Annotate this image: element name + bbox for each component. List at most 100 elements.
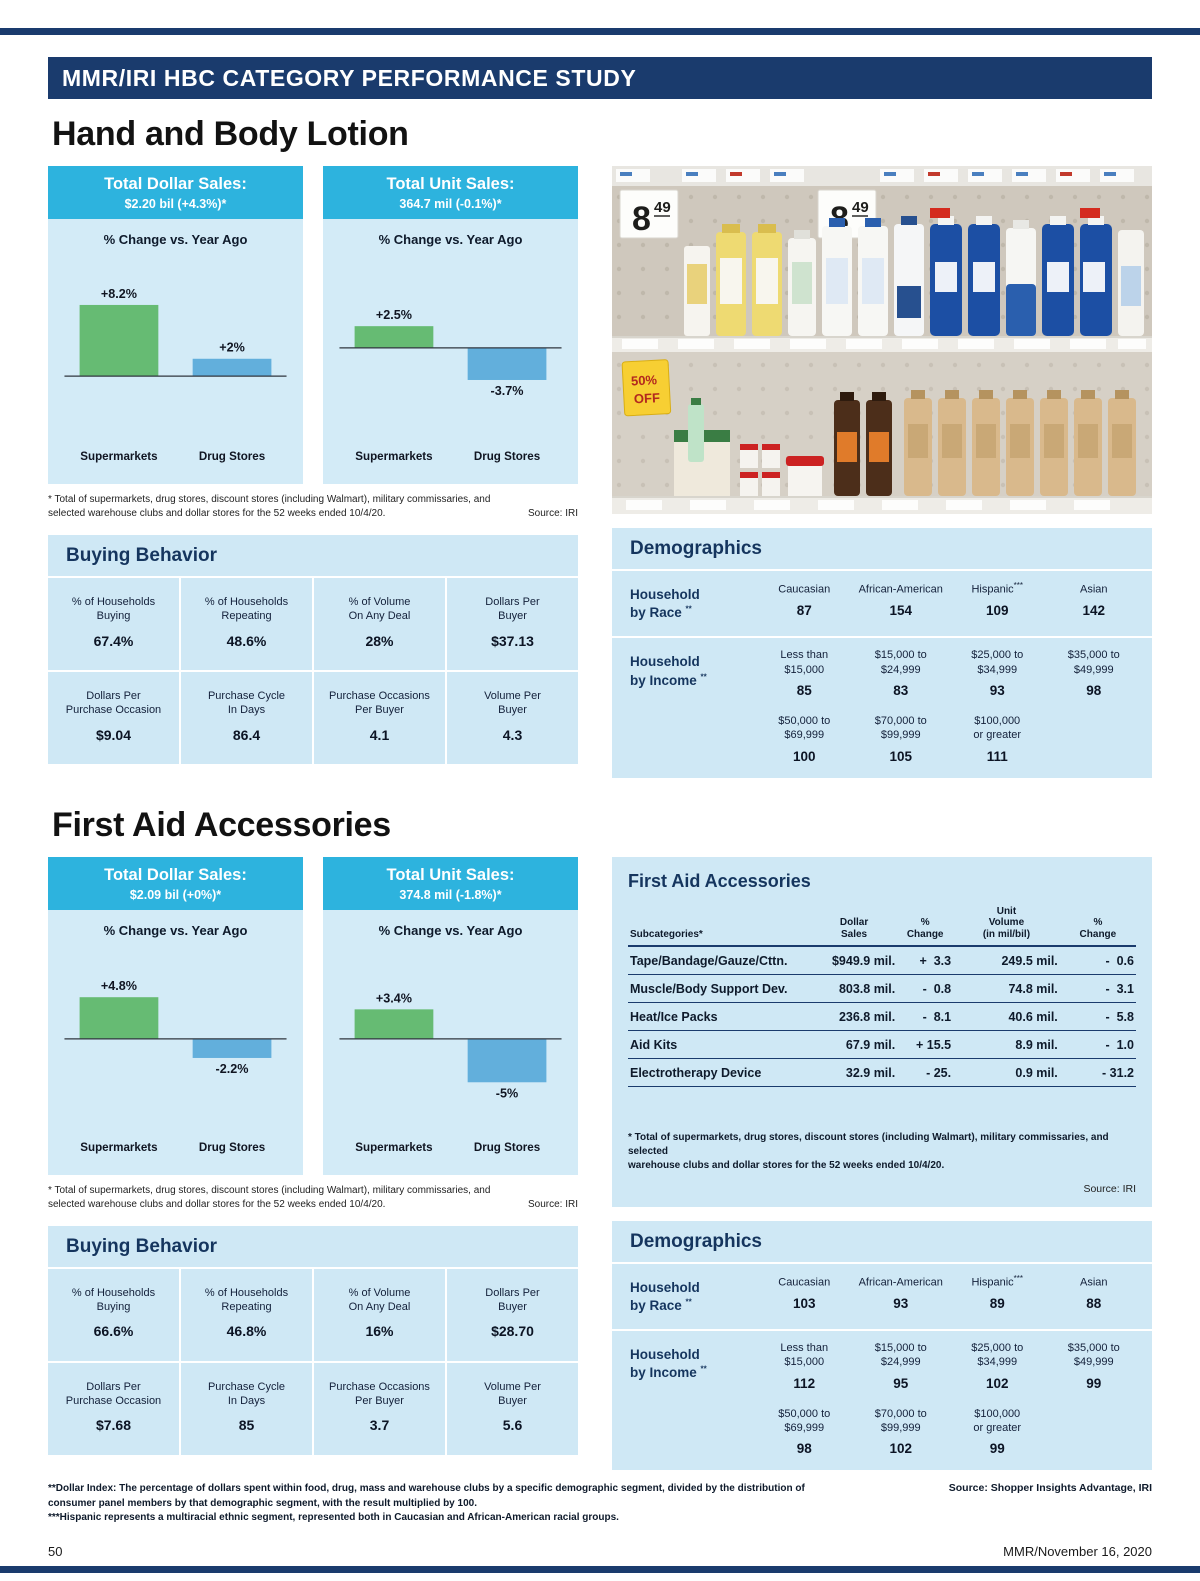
- stat-label-line: Purchase Occasion: [65, 704, 162, 717]
- card-subtitle: 364.7 mil (-0.1%)*: [399, 197, 502, 211]
- row-label-line: Household: [630, 654, 700, 670]
- stat-label: Purchase Occasions Per Buyer: [318, 689, 441, 718]
- unit-change-value: - 1.0: [1059, 1030, 1136, 1060]
- svg-text:50%: 50%: [631, 372, 658, 388]
- stat-value: 3.7: [369, 1417, 390, 1434]
- footnote-block: **Dollar Index: The percentage of dollar…: [48, 1482, 818, 1526]
- demographic-label: $25,000 to $34,999: [971, 649, 1024, 676]
- shelf-board-bottom: [612, 496, 1152, 514]
- demographic-label: Less than $15,000: [780, 1342, 829, 1369]
- demographic-value: 98: [1086, 683, 1102, 699]
- row-label-line: by Income: [630, 672, 697, 688]
- chart-title: % Change vs. Year Ago: [103, 922, 248, 938]
- card-subtitle: $2.09 bil (+0%)*: [129, 887, 222, 902]
- dollar-change-value: - 0.8: [897, 974, 954, 1004]
- lotion-row: Total Dollar Sales: $2.20 bil (+4.3%)* %…: [48, 166, 1152, 778]
- demographic-value: 111: [986, 748, 1008, 764]
- demographic-item: African-American 93: [853, 1274, 950, 1310]
- stat-label-line: Per Buyer: [355, 1394, 404, 1407]
- first-aid-demographics-panel: Demographics Household by Race ** Caucas…: [612, 1220, 1152, 1471]
- bottom-footnotes: **Dollar Index: The percentage of dollar…: [48, 1482, 1152, 1526]
- svg-text:49: 49: [852, 199, 869, 216]
- demographic-value: 102: [889, 1441, 913, 1457]
- card-title: Total Unit Sales:: [386, 865, 515, 884]
- svg-text:+4.8%: +4.8%: [101, 979, 137, 993]
- stat-cell: Purchase Occasions Per Buyer 4.1: [314, 672, 445, 764]
- unit-volume-value: 249.5 mil.: [953, 946, 1060, 976]
- divider: [612, 1329, 1152, 1332]
- stat-cell: % of Volume On Any Deal 28%: [314, 578, 445, 670]
- chart-title: % Change vs. Year Ago: [378, 922, 523, 938]
- column-header: Unit Volume (in mil/bil): [953, 903, 1060, 948]
- stat-label: Dollars Per Purchase Occasion: [52, 689, 175, 718]
- first-aid-dollar-bar-chart: +4.8% -2.2% Supermarkets Drug Stores: [48, 946, 303, 1160]
- footnote-source: Source: IRI: [527, 508, 578, 519]
- stat-label-line: % of Volume: [348, 596, 411, 608]
- first-aid-unit-sales-card: Total Unit Sales: 374.8 mil (-1.8%)* % C…: [323, 856, 578, 1175]
- column-header: % Change: [897, 903, 954, 948]
- stat-label: % of Households Buying: [52, 595, 175, 624]
- demographic-item: $15,000 to $24,999 83: [853, 648, 950, 698]
- demographic-label: $70,000 to $99,999: [874, 715, 927, 742]
- demographic-label: $50,000 to $69,999: [778, 715, 831, 742]
- stat-label: Volume Per Buyer: [451, 1380, 574, 1409]
- first-aid-buying-behavior-panel: Buying Behavior % of Households Buying 66…: [48, 1225, 578, 1455]
- first-aid-left-column: Total Dollar Sales: $2.09 bil (+0%)* % C…: [48, 856, 578, 1455]
- first-aid-dollar-sales-card: Total Dollar Sales: $2.09 bil (+0%)* % C…: [48, 856, 303, 1175]
- stat-label: Purchase Occasions Per Buyer: [318, 1380, 441, 1409]
- card-title: Total Unit Sales:: [386, 175, 515, 193]
- demographic-item: Hispanic*** 109: [949, 581, 1046, 618]
- demographic-label: Hispanic***: [971, 581, 1024, 596]
- income-section: Household by Income ** Less than $15,000 …: [612, 638, 1152, 777]
- demographic-item: Asian 142: [1046, 581, 1143, 618]
- card-header: Total Dollar Sales: $2.09 bil (+0%)*: [48, 856, 303, 910]
- demographic-value: 93: [989, 683, 1005, 699]
- dollar-sales-value: 236.8 mil.: [810, 1002, 898, 1032]
- lotion-dollar-bar-chart: +8.2% +2% Supermarkets Drug Stores: [48, 255, 303, 469]
- table-footnote: * Total of supermarkets, drug stores, di…: [628, 1131, 1109, 1171]
- demographic-label: $70,000 to $99,999: [874, 1407, 927, 1434]
- demographic-label: Hispanic***: [971, 1273, 1024, 1289]
- demographic-row-label: Household by Income **: [630, 648, 756, 689]
- demographic-item: $50,000 to $69,999 100: [756, 714, 853, 764]
- column-header: Subcategories*: [628, 903, 811, 948]
- race-section: Household by Race ** Caucasian 103 Afric…: [612, 1264, 1152, 1329]
- table-source: Source: IRI: [1083, 1182, 1136, 1195]
- footnote-text: * Total of supermarkets, drug stores, di…: [48, 1184, 491, 1210]
- unit-change-value: - 5.8: [1059, 1002, 1136, 1032]
- stat-label-line: Purchase Occasions: [329, 1380, 430, 1393]
- lotion-footnote: * Total of supermarkets, drug stores, di…: [48, 493, 578, 521]
- divider: [612, 636, 1152, 639]
- demographic-item: Caucasian 103: [756, 1274, 853, 1310]
- study-header-bar: MMR/IRI HBC CATEGORY PERFORMANCE STUDY: [48, 57, 1152, 99]
- stat-label: Purchase Cycle In Days: [185, 1380, 308, 1409]
- dollar-change-value: - 8.1: [897, 1002, 954, 1032]
- svg-text:-2.2%: -2.2%: [216, 1062, 249, 1076]
- table-row: Tape/Bandage/Gauze/Cttn. $949.9 mil. + 3…: [628, 946, 1136, 976]
- demographic-label: $100,000 or greater: [973, 715, 1022, 742]
- stat-label-line: % of Households: [204, 1286, 289, 1299]
- dollar-change-value: + 3.3: [897, 946, 954, 976]
- race-section: Household by Race ** Caucasian 87 Africa…: [612, 571, 1152, 636]
- dollar-sales-value: 67.9 mil.: [810, 1030, 898, 1060]
- shelf-board-top: [612, 336, 1152, 352]
- first-aid-footnote: * Total of supermarkets, drug stores, di…: [48, 1184, 578, 1212]
- stat-label-line: Dollars Per: [485, 1286, 540, 1299]
- stat-cell: Purchase Occasions Per Buyer 3.7: [314, 1362, 445, 1455]
- stat-value: $9.04: [95, 726, 132, 743]
- card-subtitle: 374.8 mil (-1.8%)*: [399, 887, 502, 902]
- footnote-text: * Total of supermarkets, drug stores, di…: [48, 494, 491, 519]
- stat-label-line: Per Buyer: [355, 704, 404, 717]
- demographic-row-label: Household by Race **: [630, 1274, 756, 1315]
- first-aid-chart-cards: Total Dollar Sales: $2.09 bil (+0%)* % C…: [48, 856, 578, 1175]
- stat-value: $28.70: [491, 1323, 534, 1340]
- demographic-label: $15,000 to $24,999: [874, 649, 927, 676]
- demographic-item: African-American 154: [853, 581, 950, 618]
- stat-label-line: Volume Per: [484, 1380, 541, 1393]
- demographic-value: 87: [796, 602, 812, 618]
- demographic-label: African-American: [858, 583, 943, 596]
- footnote-marker: **: [700, 672, 707, 682]
- lotion-chart-cards: Total Dollar Sales: $2.20 bil (+4.3%)* %…: [48, 166, 578, 484]
- stat-label-line: Purchase Occasions: [329, 690, 430, 702]
- stat-label: % of Households Repeating: [185, 1286, 308, 1315]
